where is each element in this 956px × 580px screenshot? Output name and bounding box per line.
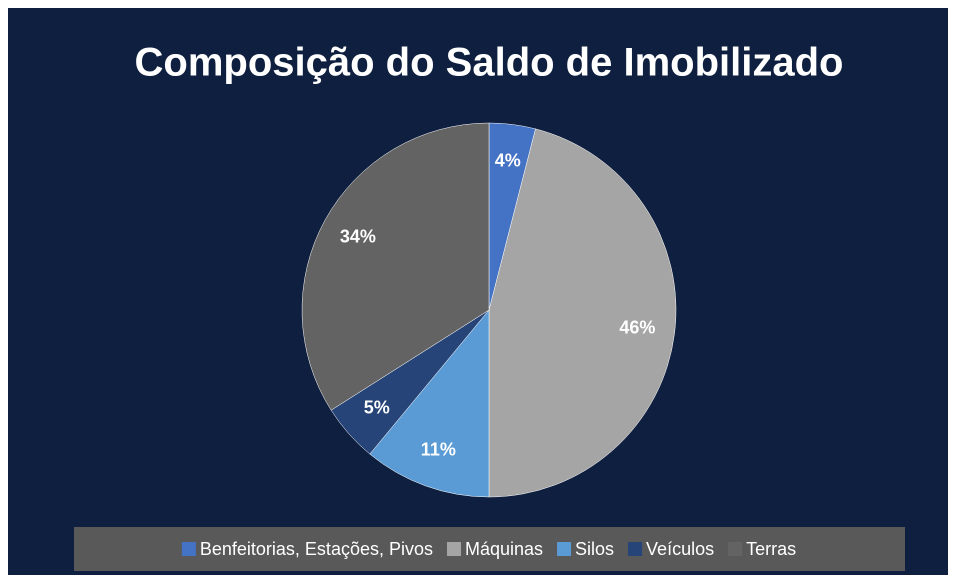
legend-swatch	[628, 542, 643, 556]
legend-label: Máquinas	[465, 539, 543, 559]
data-label: 5%	[364, 398, 390, 418]
data-label: 34%	[340, 227, 376, 247]
pie-slice	[488, 128, 677, 498]
chart-title: Composição do Saldo de Imobilizado	[135, 41, 844, 85]
data-label: 46%	[619, 317, 655, 337]
legend-label: Terras	[746, 539, 796, 559]
legend-label: Veículos	[646, 539, 714, 559]
legend-swatch	[446, 542, 461, 556]
pie-slice	[369, 309, 490, 498]
legend-label: Benfeitorias, Estações, Pivos	[200, 539, 433, 559]
legend-background	[74, 527, 905, 571]
pie-slice	[301, 122, 490, 411]
legend-swatch	[728, 542, 743, 556]
legend-swatch	[557, 542, 572, 556]
legend-label: Silos	[575, 539, 614, 559]
data-label: 4%	[495, 150, 521, 170]
data-label: 11%	[421, 440, 456, 460]
legend-swatch	[181, 542, 196, 556]
